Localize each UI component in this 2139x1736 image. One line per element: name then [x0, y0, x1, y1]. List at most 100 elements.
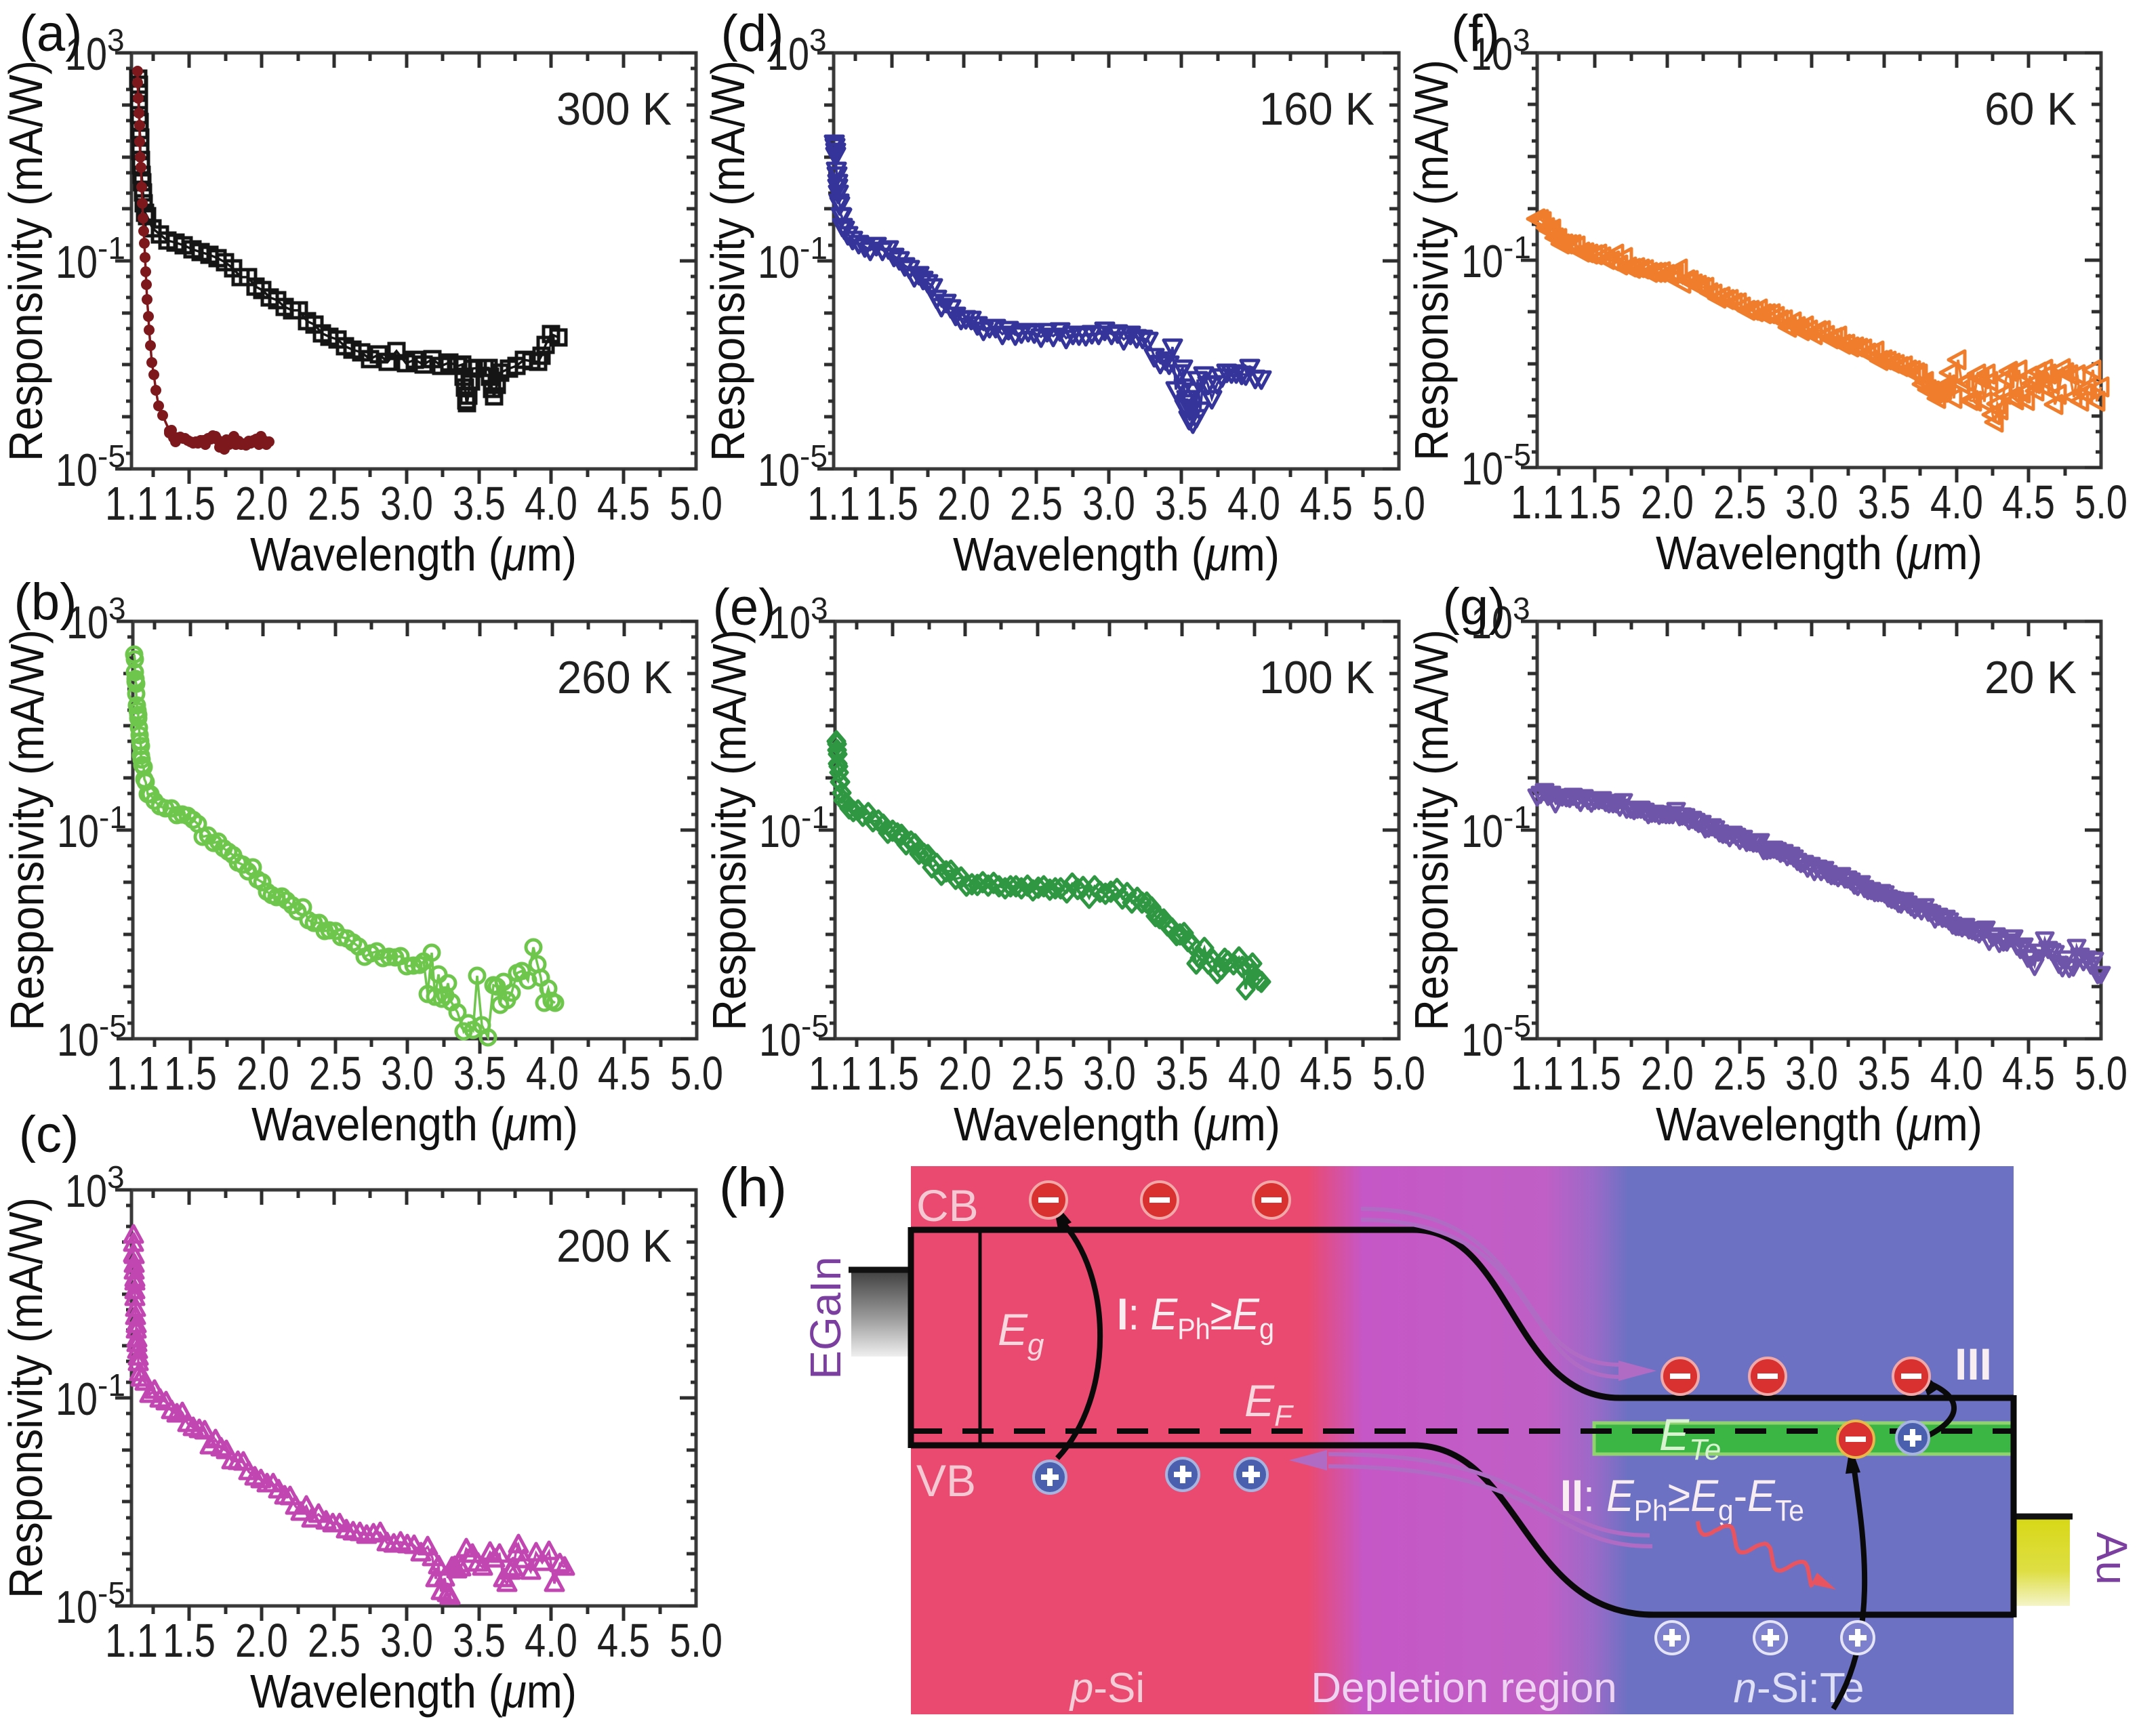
svg-text:10-1: 10-1: [1461, 230, 1531, 287]
svg-text:4.5: 4.5: [1300, 1047, 1353, 1100]
svg-text:3.0: 3.0: [1083, 1047, 1136, 1100]
svg-text:1.5: 1.5: [163, 1614, 216, 1667]
svg-text:4.0: 4.0: [1930, 1047, 1983, 1100]
svg-text:Wavelength (μm): Wavelength (μm): [250, 1665, 577, 1718]
svg-text:3.5: 3.5: [1858, 476, 1911, 529]
svg-text:10-5: 10-5: [759, 1008, 829, 1066]
svg-text:2.0: 2.0: [237, 1047, 289, 1100]
svg-text:Wavelength (μm): Wavelength (μm): [954, 1098, 1280, 1151]
svg-text:(b): (b): [14, 573, 77, 631]
svg-text:103: 103: [66, 591, 126, 648]
svg-text:(d): (d): [721, 5, 784, 62]
svg-text:2.0: 2.0: [937, 477, 990, 530]
svg-text:1.1: 1.1: [1511, 1047, 1564, 1100]
svg-text:2.5: 2.5: [1010, 477, 1063, 530]
svg-text:1.5: 1.5: [163, 477, 216, 530]
svg-text:(f): (f): [1451, 5, 1500, 62]
svg-text:2.5: 2.5: [1713, 476, 1766, 529]
svg-text:5.0: 5.0: [2075, 1047, 2127, 1100]
svg-text:5.0: 5.0: [670, 477, 722, 530]
svg-text:5.0: 5.0: [670, 1047, 723, 1100]
svg-text:103: 103: [1471, 591, 1530, 648]
svg-text:Au: Au: [2087, 1532, 2136, 1585]
svg-text:4.5: 4.5: [597, 477, 650, 530]
svg-text:5.0: 5.0: [2075, 476, 2127, 529]
svg-text:1.5: 1.5: [865, 477, 918, 530]
svg-text:3.5: 3.5: [1155, 477, 1208, 530]
svg-text:2.0: 2.0: [939, 1047, 992, 1100]
svg-text:Wavelength (μm): Wavelength (μm): [1656, 1098, 1982, 1151]
svg-text:3.5: 3.5: [453, 477, 506, 530]
svg-text:4.5: 4.5: [598, 1047, 651, 1100]
svg-text:260 K: 260 K: [557, 652, 672, 703]
svg-text:4.5: 4.5: [597, 1614, 650, 1667]
svg-text:5.0: 5.0: [1372, 1047, 1425, 1100]
svg-text:4.5: 4.5: [2002, 476, 2055, 529]
svg-text:4.0: 4.0: [1930, 476, 1983, 529]
svg-text:3.0: 3.0: [1785, 476, 1838, 529]
svg-text:4.0: 4.0: [526, 1047, 579, 1100]
svg-text:3.0: 3.0: [380, 477, 433, 530]
svg-text:10-1: 10-1: [1461, 800, 1531, 857]
svg-text:I: EPh≥Eg: I: EPh≥Eg: [1117, 1289, 1274, 1346]
svg-text:10-5: 10-5: [1461, 1008, 1531, 1066]
svg-text:10-1: 10-1: [759, 800, 829, 857]
svg-text:Wavelength (μm): Wavelength (μm): [250, 528, 577, 581]
svg-text:Responsivity (mA/W): Responsivity (mA/W): [1405, 60, 1458, 461]
svg-text:1.5: 1.5: [1568, 476, 1621, 529]
svg-text:10-5: 10-5: [57, 1008, 127, 1066]
svg-text:Wavelength (μm): Wavelength (μm): [1656, 526, 1982, 579]
svg-text:2.0: 2.0: [1641, 476, 1694, 529]
svg-text:Depletion region: Depletion region: [1311, 1665, 1617, 1712]
svg-text:1.1: 1.1: [105, 1614, 158, 1667]
svg-text:CB: CB: [916, 1180, 979, 1231]
svg-text:2.0: 2.0: [235, 1614, 288, 1667]
svg-text:10-1: 10-1: [57, 800, 127, 857]
svg-text:3.0: 3.0: [1785, 1047, 1838, 1100]
svg-text:103: 103: [1471, 22, 1530, 80]
svg-text:1.5: 1.5: [1568, 1047, 1621, 1100]
svg-text:1.5: 1.5: [866, 1047, 919, 1100]
svg-text:10-1: 10-1: [56, 1367, 125, 1425]
svg-text:Wavelength (μm): Wavelength (μm): [953, 528, 1280, 581]
svg-text:p-Si: p-Si: [1069, 1665, 1145, 1712]
svg-text:1.1: 1.1: [809, 1047, 861, 1100]
svg-text:Responsivity (mA/W): Responsivity (mA/W): [0, 1197, 52, 1598]
svg-text:10-5: 10-5: [758, 438, 828, 496]
svg-text:5.0: 5.0: [1372, 477, 1425, 530]
svg-text:1.1: 1.1: [1511, 476, 1564, 529]
svg-text:5.0: 5.0: [670, 1614, 722, 1667]
svg-text:3.5: 3.5: [1156, 1047, 1208, 1100]
svg-text:III: III: [1955, 1339, 1992, 1389]
svg-text:20 K: 20 K: [1984, 652, 2077, 703]
svg-text:4.0: 4.0: [525, 477, 577, 530]
svg-text:103: 103: [767, 22, 827, 80]
svg-text:60 K: 60 K: [1984, 83, 2077, 135]
svg-text:(e): (e): [713, 579, 776, 636]
svg-text:3.5: 3.5: [453, 1614, 506, 1667]
svg-text:100 K: 100 K: [1259, 652, 1374, 703]
svg-text:4.5: 4.5: [1300, 477, 1353, 530]
svg-text:3.5: 3.5: [453, 1047, 506, 1100]
svg-text:Wavelength (μm): Wavelength (μm): [251, 1098, 578, 1151]
svg-text:Responsivity (mA/W): Responsivity (mA/W): [1405, 629, 1458, 1031]
svg-text:VB: VB: [916, 1455, 976, 1506]
svg-text:2.5: 2.5: [308, 1614, 361, 1667]
svg-text:10-5: 10-5: [1461, 437, 1531, 495]
svg-text:(h): (h): [719, 1157, 787, 1218]
svg-text:EGaIn: EGaIn: [801, 1256, 850, 1379]
svg-text:(a): (a): [20, 5, 83, 62]
svg-text:3.0: 3.0: [380, 1614, 433, 1667]
svg-text:1.1: 1.1: [105, 477, 158, 530]
svg-text:2.5: 2.5: [308, 477, 361, 530]
svg-text:Responsivity (mA/W): Responsivity (mA/W): [1, 629, 54, 1031]
svg-text:103: 103: [769, 591, 828, 648]
svg-text:1.5: 1.5: [164, 1047, 217, 1100]
svg-text:2.0: 2.0: [235, 477, 288, 530]
svg-text:10-1: 10-1: [56, 230, 125, 288]
svg-text:2.5: 2.5: [309, 1047, 362, 1100]
svg-text:Responsivity (mA/W): Responsivity (mA/W): [0, 60, 52, 461]
svg-text:3.0: 3.0: [1082, 477, 1135, 530]
svg-text:(g): (g): [1443, 578, 1506, 636]
svg-text:10-1: 10-1: [758, 230, 828, 288]
